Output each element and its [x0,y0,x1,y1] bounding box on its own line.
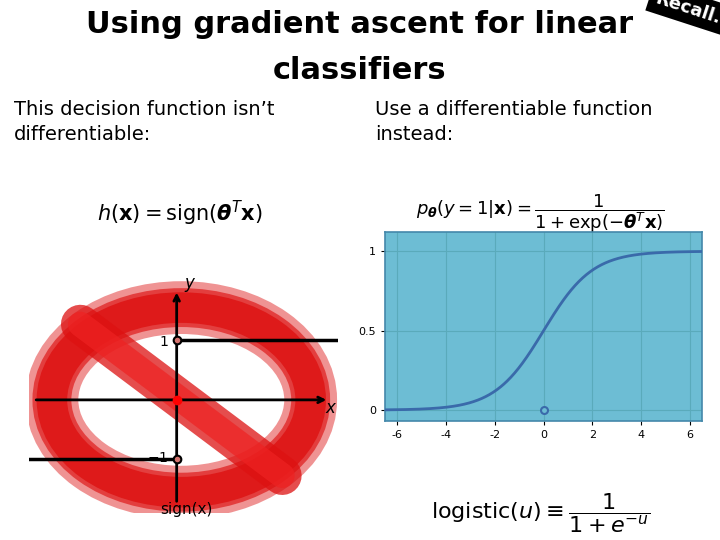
Text: sign(x): sign(x) [160,502,212,517]
Text: Recall...: Recall... [653,0,720,31]
Text: $-1$: $-1$ [147,451,168,465]
Text: $y$: $y$ [184,276,196,294]
Text: This decision function isn’t
differentiable:: This decision function isn’t differentia… [14,100,275,144]
Text: $h(\mathbf{x}) = \mathrm{sign}(\boldsymbol{\theta}^T \mathbf{x})$: $h(\mathbf{x}) = \mathrm{sign}(\boldsymb… [96,199,263,228]
Text: $p_{\boldsymbol{\theta}}(y=1|\mathbf{x}) = \dfrac{1}{1+\mathrm{exp}(-\boldsymbol: $p_{\boldsymbol{\theta}}(y=1|\mathbf{x})… [416,192,665,235]
Text: $x$: $x$ [325,399,338,417]
Text: $1$: $1$ [158,334,168,348]
Text: $\mathrm{logistic}(u) \equiv \dfrac{1}{1+e^{-u}}$: $\mathrm{logistic}(u) \equiv \dfrac{1}{1… [431,491,650,535]
Text: Use a differentiable function
instead:: Use a differentiable function instead: [375,100,652,144]
Text: Using gradient ascent for linear: Using gradient ascent for linear [86,10,634,39]
Text: classifiers: classifiers [273,56,447,85]
